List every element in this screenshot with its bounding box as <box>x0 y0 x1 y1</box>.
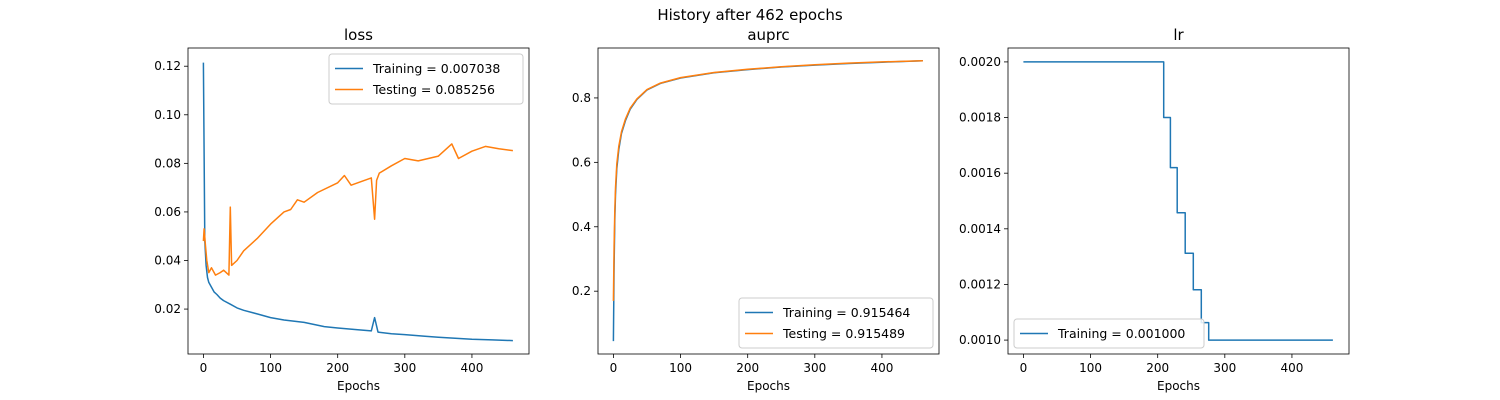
legend-box <box>738 297 934 349</box>
y-tick-label: 0.0012 <box>959 277 1001 291</box>
panel-title: lr <box>1173 26 1184 44</box>
x-tick-label: 100 <box>669 361 692 375</box>
axes-frame <box>597 47 940 355</box>
y-tick-label: 0.0010 <box>959 333 1001 347</box>
y-tick-label: 0.0018 <box>959 111 1001 125</box>
y-tick-label: 0.12 <box>154 59 181 73</box>
y-tick-label: 0.2 <box>572 284 591 298</box>
x-tick-label: 400 <box>870 361 893 375</box>
axes-frame <box>187 47 530 355</box>
legend-box <box>1013 318 1205 349</box>
auprc-panel: auprc 0 100 200 300 400 0.2 0.4 0.6 0.8 Epochs Trai… <box>572 26 940 393</box>
y-tick-label: 0.4 <box>572 220 591 234</box>
loss-panel: loss 0 100 200 300 400 0.02 0.04 0.06 0.08 0.10 0.1… <box>154 26 530 393</box>
x-tick-label: 300 <box>1213 361 1236 375</box>
y-tick-label: 0.06 <box>154 205 181 219</box>
legend-label-0: Training = 0.915464 <box>782 305 910 320</box>
series-line-1 <box>612 59 923 301</box>
series-line-0 <box>202 62 513 342</box>
y-tick-label: 0.08 <box>154 156 181 170</box>
panel-title: auprc <box>747 26 789 44</box>
x-tick-label: 400 <box>1280 361 1303 375</box>
legend: Training = 0.007038 Testing = 0.085256 <box>328 53 524 105</box>
legend: Training = 0.915464 Testing = 0.915489 <box>738 297 934 349</box>
y-tick-label: 0.0016 <box>959 166 1001 180</box>
x-tick-label: 100 <box>259 361 282 375</box>
x-tick-label: 200 <box>736 361 759 375</box>
panel-title: loss <box>344 26 373 44</box>
x-tick-label: 200 <box>326 361 349 375</box>
x-axis-label: Epochs <box>1157 379 1200 393</box>
y-tick-label: 0.8 <box>572 91 591 105</box>
figure-title: History after 462 epochs <box>657 6 842 24</box>
y-tick-label: 0.10 <box>154 108 181 122</box>
legend-label-1: Testing = 0.085256 <box>372 82 495 97</box>
series-line-0 <box>1023 61 1333 341</box>
y-tick-label: 0.02 <box>154 302 181 316</box>
x-tick-label: 100 <box>1079 361 1102 375</box>
legend: Training = 0.001000 <box>1013 318 1205 349</box>
legend-label-0: Training = 0.007038 <box>372 61 500 76</box>
x-tick-label: 300 <box>803 361 826 375</box>
legend-box <box>328 53 524 105</box>
series-line-1 <box>202 143 513 276</box>
y-tick-label: 0.0014 <box>959 222 1001 236</box>
y-tick-label: 0.6 <box>572 155 591 169</box>
y-tick-label: 0.0020 <box>959 55 1001 69</box>
x-tick-label: 0 <box>1020 361 1028 375</box>
y-tick-label: 0.04 <box>154 254 181 268</box>
x-tick-label: 0 <box>200 361 208 375</box>
lr-panel: lr 0 100 200 300 400 0.0010 0.0012 0.0014 0.0016 0… <box>959 26 1350 393</box>
legend-label-0: Training = 0.001000 <box>1057 326 1185 341</box>
x-tick-label: 0 <box>610 361 618 375</box>
x-tick-label: 300 <box>393 361 416 375</box>
x-axis-label: Epochs <box>747 379 790 393</box>
legend-label-1: Testing = 0.915489 <box>782 326 905 341</box>
x-tick-label: 200 <box>1146 361 1169 375</box>
axes-frame <box>1007 47 1350 355</box>
x-tick-label: 400 <box>460 361 483 375</box>
x-axis-label: Epochs <box>337 379 380 393</box>
